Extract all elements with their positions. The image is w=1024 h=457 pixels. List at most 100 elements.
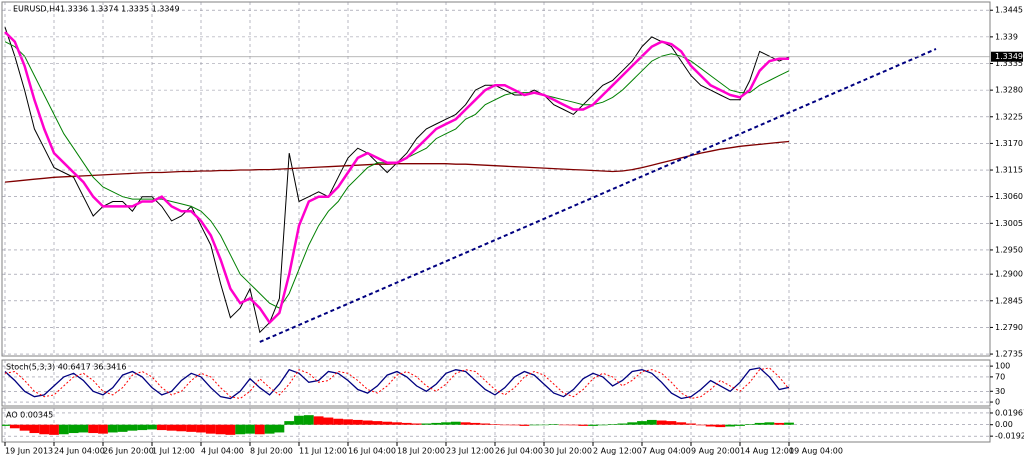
- bar: [176, 424, 187, 432]
- x-tick-label: 9 Aug 20:00: [691, 447, 740, 456]
- x-tick-label: 1 Jul 12:00: [152, 447, 195, 456]
- panel-title: EURUSD,H4: [13, 5, 60, 14]
- y-tick-label: 1.3005: [995, 219, 1023, 228]
- bar: [264, 424, 275, 434]
- bar: [392, 422, 402, 425]
- y-tick-label: 1.3445: [995, 6, 1023, 15]
- bar: [558, 424, 569, 426]
- bar: [245, 424, 255, 434]
- bar: [147, 424, 157, 430]
- bar: [294, 415, 304, 425]
- panel-frame: [1, 1, 991, 357]
- series-line: [4, 367, 790, 400]
- bar: [627, 422, 638, 425]
- bar: [372, 421, 383, 425]
- x-tick-label: 8 Jul 20:00: [250, 447, 293, 456]
- bar: [774, 422, 785, 425]
- panel-title: Stoch(5,3,3) 40.6417 36.3416: [6, 363, 126, 372]
- x-tick-label: 16 Jul 04:00: [348, 447, 396, 456]
- bar: [401, 422, 412, 425]
- y-tick-label: 0.00: [995, 420, 1013, 429]
- bar: [705, 424, 716, 427]
- bar: [39, 424, 50, 435]
- panel-frame: [1, 359, 991, 407]
- bar: [49, 424, 59, 435]
- y-tick-label: 1.3280: [995, 86, 1023, 95]
- x-tick-label: 2 Aug 12:00: [593, 447, 642, 456]
- bar: [441, 422, 451, 425]
- bar: [254, 424, 265, 435]
- bar: [499, 424, 510, 426]
- bar: [490, 424, 500, 425]
- bar: [88, 424, 99, 434]
- bar: [313, 416, 324, 425]
- bar: [666, 421, 677, 425]
- bar: [137, 424, 148, 431]
- trendline: [259, 48, 937, 343]
- y-tick-label: -0.0192: [995, 432, 1024, 441]
- bar: [225, 424, 236, 435]
- x-tick-label: 30 Jul 20:00: [544, 447, 592, 456]
- bar: [274, 424, 285, 433]
- bar: [695, 424, 706, 426]
- bar: [754, 422, 765, 425]
- bar: [343, 419, 353, 425]
- y-tick-label: 1.3060: [995, 192, 1023, 201]
- x-tick-label: 18 Jul 20:00: [397, 447, 445, 456]
- x-tick-label: 23 Jul 12:00: [446, 447, 494, 456]
- bar: [784, 422, 794, 425]
- bar: [362, 420, 373, 425]
- bar: [431, 422, 442, 425]
- bar: [450, 421, 461, 425]
- y-tick-label: 1.2845: [995, 296, 1023, 305]
- x-tick-label: 24 Jun 04:00: [54, 447, 105, 456]
- bar: [607, 424, 618, 425]
- x-tick-label: 19 Jun 2013: [5, 447, 53, 456]
- x-tick-label: 26 Jul 04:00: [495, 447, 543, 456]
- bar: [637, 421, 647, 425]
- bar: [186, 424, 197, 432]
- bar: [617, 423, 628, 425]
- bar: [156, 424, 167, 431]
- bar: [205, 424, 216, 434]
- x-tick-label: 7 Aug 04:00: [642, 447, 691, 456]
- bar: [764, 422, 775, 425]
- y-tick-label: 30: [995, 387, 1005, 396]
- plot-area: [4, 367, 790, 400]
- last-price-label: 1.3349: [995, 52, 1023, 61]
- y-tick-label: 0: [995, 398, 1000, 407]
- bar: [58, 424, 69, 435]
- last-price-box: [991, 51, 1023, 62]
- bar: [333, 418, 344, 425]
- x-tick-label: 14 Aug 12:00: [740, 447, 794, 456]
- bar: [117, 424, 128, 432]
- bar: [597, 424, 608, 426]
- bar: [460, 422, 471, 425]
- bar: [715, 424, 726, 428]
- bar: [196, 424, 206, 433]
- y-tick-label: 1.2735: [995, 350, 1023, 359]
- bar: [568, 424, 579, 426]
- bar: [215, 424, 226, 435]
- bar: [284, 421, 295, 425]
- y-tick-label: 70: [995, 372, 1005, 381]
- bar: [470, 422, 481, 425]
- series-line: [4, 367, 790, 400]
- bar: [509, 424, 520, 426]
- bar: [646, 419, 657, 425]
- bar: [107, 424, 118, 433]
- bar: [2, 424, 10, 426]
- bar: [480, 423, 491, 425]
- bar: [382, 421, 393, 425]
- bar: [539, 424, 549, 426]
- bar: [588, 424, 598, 426]
- bar: [78, 424, 89, 433]
- bar: [68, 424, 79, 434]
- y-tick-label: 1.3225: [995, 112, 1023, 121]
- plot-area: [2, 415, 794, 435]
- y-tick-label: 1.3115: [995, 166, 1023, 175]
- bar: [519, 424, 530, 426]
- bar: [529, 424, 540, 426]
